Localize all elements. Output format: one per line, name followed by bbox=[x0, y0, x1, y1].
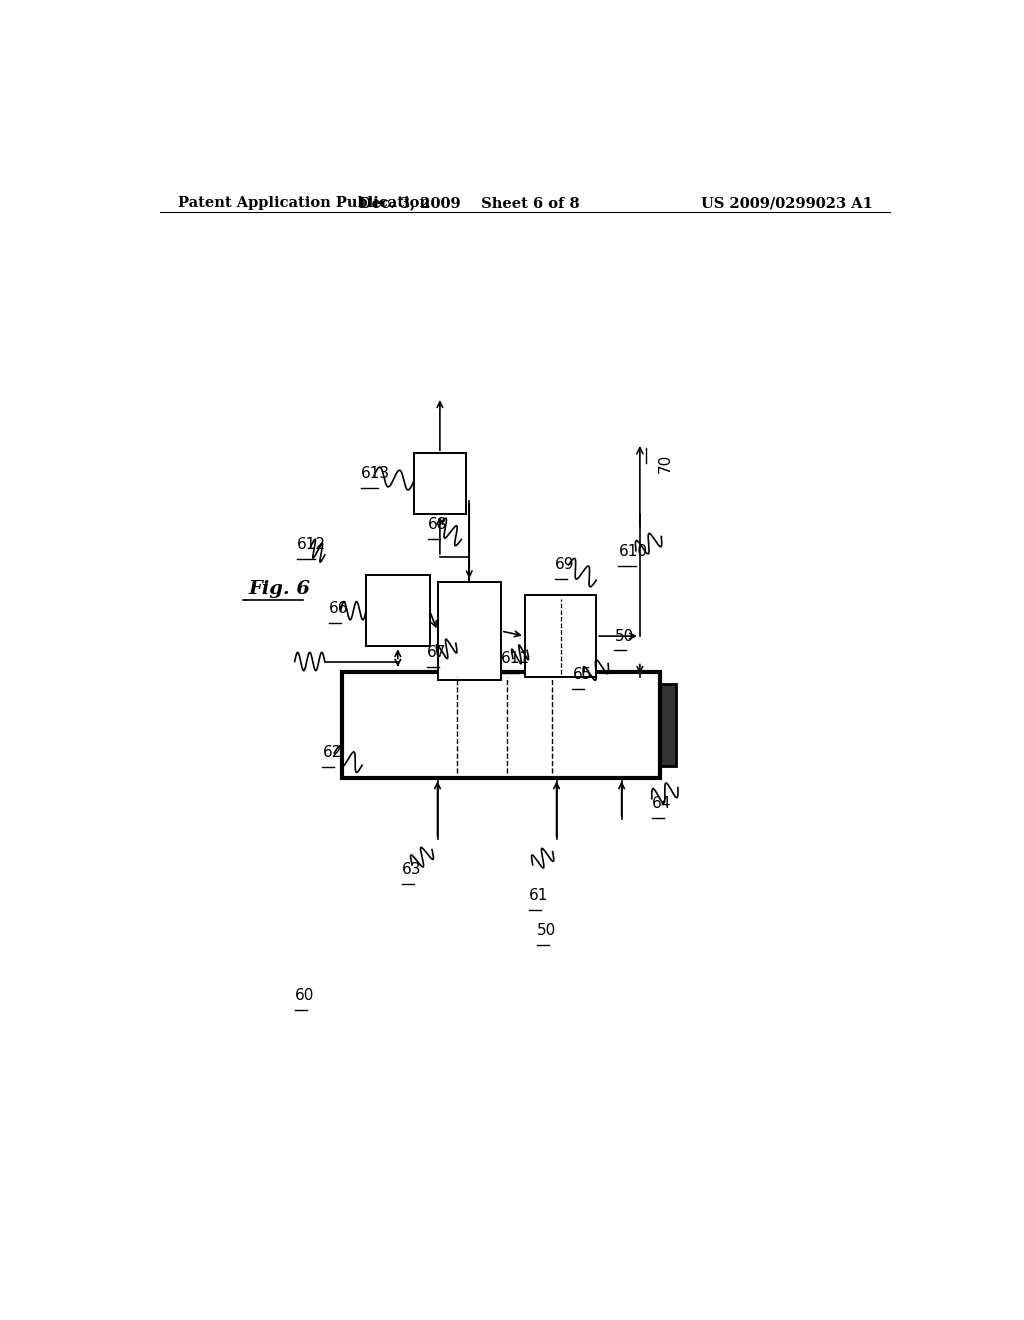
Text: 70: 70 bbox=[657, 454, 673, 473]
Bar bbox=[342, 672, 659, 779]
Text: 50: 50 bbox=[614, 628, 634, 644]
Text: 64: 64 bbox=[652, 796, 671, 812]
Text: 65: 65 bbox=[572, 667, 592, 682]
Text: 67: 67 bbox=[427, 645, 446, 660]
Text: 61: 61 bbox=[528, 888, 548, 903]
Text: 611: 611 bbox=[501, 651, 530, 667]
Text: 60: 60 bbox=[295, 989, 314, 1003]
Bar bbox=[437, 582, 501, 680]
Text: 63: 63 bbox=[401, 862, 421, 878]
Bar bbox=[524, 595, 596, 677]
Bar bbox=[367, 576, 430, 647]
Bar bbox=[414, 453, 466, 515]
Text: 62: 62 bbox=[323, 746, 342, 760]
Bar bbox=[659, 685, 676, 766]
Text: 610: 610 bbox=[618, 544, 647, 560]
Text: 69: 69 bbox=[555, 557, 574, 573]
Text: Dec. 3, 2009    Sheet 6 of 8: Dec. 3, 2009 Sheet 6 of 8 bbox=[359, 195, 580, 210]
Text: Fig. 6: Fig. 6 bbox=[249, 581, 310, 598]
Text: 613: 613 bbox=[360, 466, 390, 480]
Text: 68: 68 bbox=[428, 517, 447, 532]
Text: US 2009/0299023 A1: US 2009/0299023 A1 bbox=[700, 195, 872, 210]
Text: Patent Application Publication: Patent Application Publication bbox=[178, 195, 430, 210]
Text: 612: 612 bbox=[297, 537, 326, 552]
Text: 50: 50 bbox=[537, 924, 556, 939]
Text: 66: 66 bbox=[329, 601, 348, 616]
